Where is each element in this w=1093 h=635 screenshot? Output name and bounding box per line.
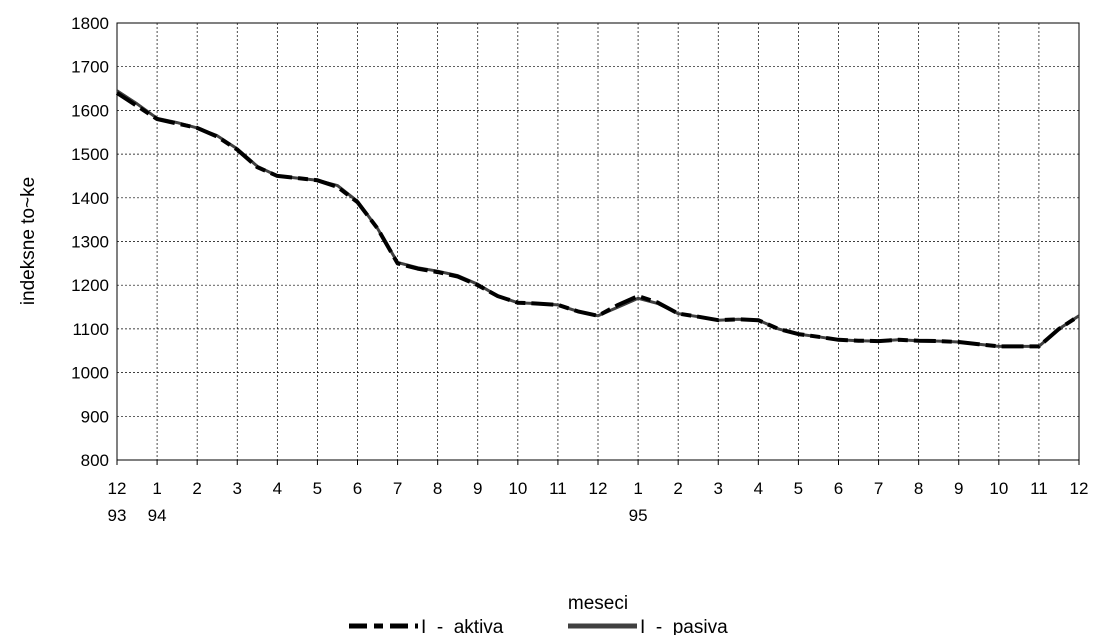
x-axis-tick-labels: 12 93 1 94 2 3 4 5 6 7 8 9 10 11 12 1 95 2 3 4 5 6 7 8 9 10 11 12 [108, 479, 1089, 525]
legend-label-pasiva: I - pasiva [640, 617, 728, 635]
x-tick-label-year: 94 [148, 506, 167, 525]
x-axis-title: meseci [568, 593, 628, 614]
x-tick-label-month: 3 [233, 479, 242, 498]
x-tick-label-month: 8 [914, 479, 923, 498]
x-tick-label-month: 5 [794, 479, 803, 498]
x-tick-label-month: 11 [549, 479, 567, 498]
x-tick-label-month: 8 [433, 479, 442, 498]
y-tick-label: 1000 [71, 364, 109, 383]
y-tick-label: 1100 [72, 320, 109, 339]
y-axis-title: indeksne to~ke [18, 177, 39, 305]
legend-label-aktiva: I - aktiva [421, 617, 504, 635]
y-tick-label: 1800 [71, 14, 109, 33]
y-tick-label: 900 [81, 407, 109, 426]
y-tick-label: 1400 [71, 189, 109, 208]
y-tick-label: 1300 [71, 233, 109, 252]
x-tick-label-month: 12 [1070, 479, 1089, 498]
x-tick-label-year: 93 [108, 506, 127, 525]
y-tick-label: 800 [81, 451, 109, 470]
x-tick-label-month: 9 [473, 479, 482, 498]
x-tick-label-month: 12 [589, 479, 608, 498]
x-tick-label-month: 1 [152, 479, 161, 498]
x-tick-label-month: 6 [353, 479, 362, 498]
x-tick-label-year: 95 [629, 506, 648, 525]
x-tick-label-month: 11 [1030, 479, 1048, 498]
y-tick-label: 1200 [71, 276, 109, 295]
x-tick-label-month: 5 [313, 479, 322, 498]
x-gridlines [116, 23, 1080, 465]
x-tick-label-month: 10 [508, 479, 527, 498]
series-lines [115, 89, 1081, 349]
x-tick-label-month: 7 [393, 479, 402, 498]
x-tick-label-month: 3 [714, 479, 723, 498]
y-tick-label: 1500 [71, 145, 109, 164]
y-tick-label: 1600 [71, 101, 109, 120]
x-tick-label-month: 6 [834, 479, 843, 498]
series-line-aktiva [115, 91, 1081, 349]
plot-border [116, 22, 1080, 461]
y-tick-label: 1700 [71, 58, 109, 77]
x-tick-label-month: 4 [273, 479, 282, 498]
x-tick-label-month: 7 [874, 479, 883, 498]
x-tick-label-month: 9 [954, 479, 963, 498]
y-axis-tick-labels: 800 900 1000 1100 1200 1300 1400 1500 1600 1700 18… [71, 14, 109, 470]
x-tick-label-month: 2 [673, 479, 682, 498]
x-tick-label-month: 4 [754, 479, 763, 498]
x-tick-label-month: 1 [633, 479, 642, 498]
legend: I - aktiva I - pasiva [349, 617, 728, 635]
x-tick-label-month: 12 [108, 479, 127, 498]
x-tick-label-month: 2 [192, 479, 201, 498]
x-tick-label-month: 10 [989, 479, 1008, 498]
